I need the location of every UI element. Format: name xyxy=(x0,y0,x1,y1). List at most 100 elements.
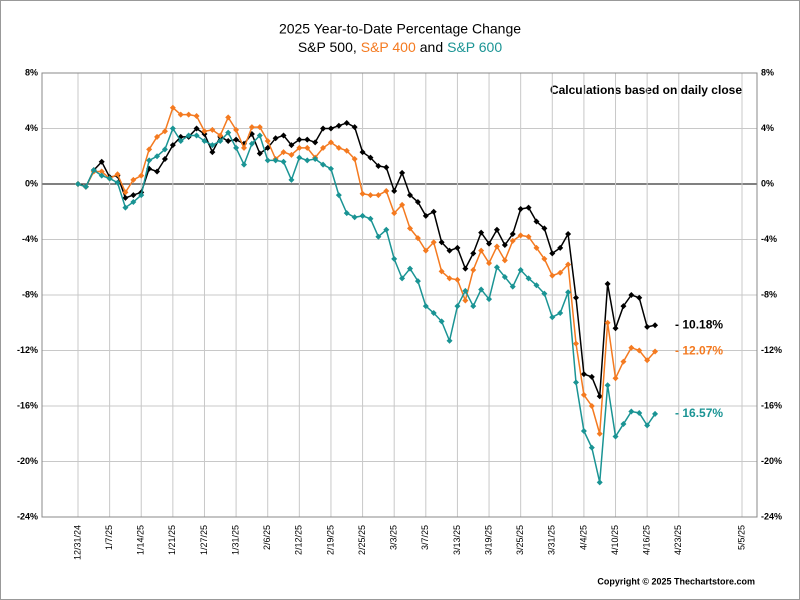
x-tick-label: 1/7/25 xyxy=(104,525,114,550)
point xyxy=(588,373,595,380)
point xyxy=(359,212,366,219)
y-tick-label: 0% xyxy=(25,178,38,188)
point xyxy=(185,111,192,118)
point xyxy=(438,268,445,275)
chart-title: 2025 Year-to-Date Percentage Change xyxy=(279,21,521,37)
point xyxy=(509,237,516,244)
y2-tick-label: -20% xyxy=(761,456,782,466)
point xyxy=(75,181,81,187)
point xyxy=(407,192,413,199)
point xyxy=(185,132,192,139)
point xyxy=(177,137,184,144)
point xyxy=(312,156,319,163)
point xyxy=(138,192,145,199)
point xyxy=(596,430,603,437)
y2-tick-label: -16% xyxy=(761,400,782,410)
point xyxy=(501,273,508,280)
point xyxy=(604,382,611,389)
point xyxy=(367,192,374,199)
point xyxy=(335,144,342,151)
point xyxy=(549,250,556,257)
point xyxy=(217,137,224,144)
point xyxy=(430,310,437,317)
point xyxy=(288,176,295,183)
point xyxy=(327,139,334,146)
point xyxy=(541,290,548,297)
point xyxy=(122,194,129,201)
point xyxy=(596,479,603,486)
plot-frame xyxy=(41,72,758,518)
point xyxy=(256,150,263,157)
x-tick-label: 1/14/25 xyxy=(136,525,146,555)
point xyxy=(493,264,500,271)
y2-tick-label: -4% xyxy=(761,234,777,244)
point xyxy=(652,322,659,329)
point xyxy=(414,199,421,206)
y2-tick-label: 0% xyxy=(761,178,774,188)
point xyxy=(138,172,145,179)
point xyxy=(114,171,121,178)
point xyxy=(525,275,532,282)
point xyxy=(154,153,161,160)
point xyxy=(130,192,137,199)
point xyxy=(541,225,548,232)
point xyxy=(438,318,445,325)
subtitle-part: S&P 400 xyxy=(361,39,416,55)
x-tick-label: 1/21/25 xyxy=(167,525,177,555)
point xyxy=(335,122,342,129)
point xyxy=(225,137,232,144)
point xyxy=(161,128,168,135)
point xyxy=(201,137,208,144)
point xyxy=(509,283,516,290)
point xyxy=(320,144,327,151)
point xyxy=(383,164,390,171)
point xyxy=(169,104,176,111)
subtitle-part: , xyxy=(353,39,357,55)
point xyxy=(565,230,572,237)
point xyxy=(335,192,342,199)
point xyxy=(327,165,334,172)
point xyxy=(644,323,651,330)
point xyxy=(375,233,382,240)
point xyxy=(557,269,564,276)
point xyxy=(470,267,477,274)
point xyxy=(146,146,153,153)
y2-tick-label: -8% xyxy=(761,289,777,299)
point xyxy=(612,325,619,332)
point xyxy=(320,125,327,132)
point xyxy=(414,278,421,285)
point xyxy=(525,204,532,211)
x-tick-label: 3/3/25 xyxy=(389,525,399,550)
point xyxy=(280,149,287,156)
point xyxy=(620,303,627,310)
point xyxy=(652,348,659,355)
point xyxy=(241,161,247,168)
y2-tick-label: -24% xyxy=(761,511,782,521)
point xyxy=(533,244,540,251)
point xyxy=(225,129,232,136)
point xyxy=(98,158,105,165)
point xyxy=(351,214,358,221)
point xyxy=(375,162,382,169)
point xyxy=(399,201,406,208)
point xyxy=(596,393,603,400)
x-tick-label: 1/27/25 xyxy=(199,525,209,555)
point xyxy=(130,199,137,206)
point xyxy=(391,255,398,262)
point xyxy=(351,156,358,163)
point xyxy=(470,250,477,257)
point xyxy=(304,157,311,164)
subtitle-part: S&P 500 xyxy=(298,39,353,55)
point xyxy=(367,215,374,222)
point xyxy=(114,179,121,186)
point xyxy=(296,144,303,151)
point xyxy=(225,114,232,121)
x-tick-label: 4/10/25 xyxy=(610,525,620,555)
point xyxy=(573,294,579,301)
point xyxy=(161,156,168,163)
point xyxy=(90,167,97,174)
point xyxy=(493,226,500,233)
point xyxy=(272,135,279,142)
point xyxy=(588,444,595,451)
